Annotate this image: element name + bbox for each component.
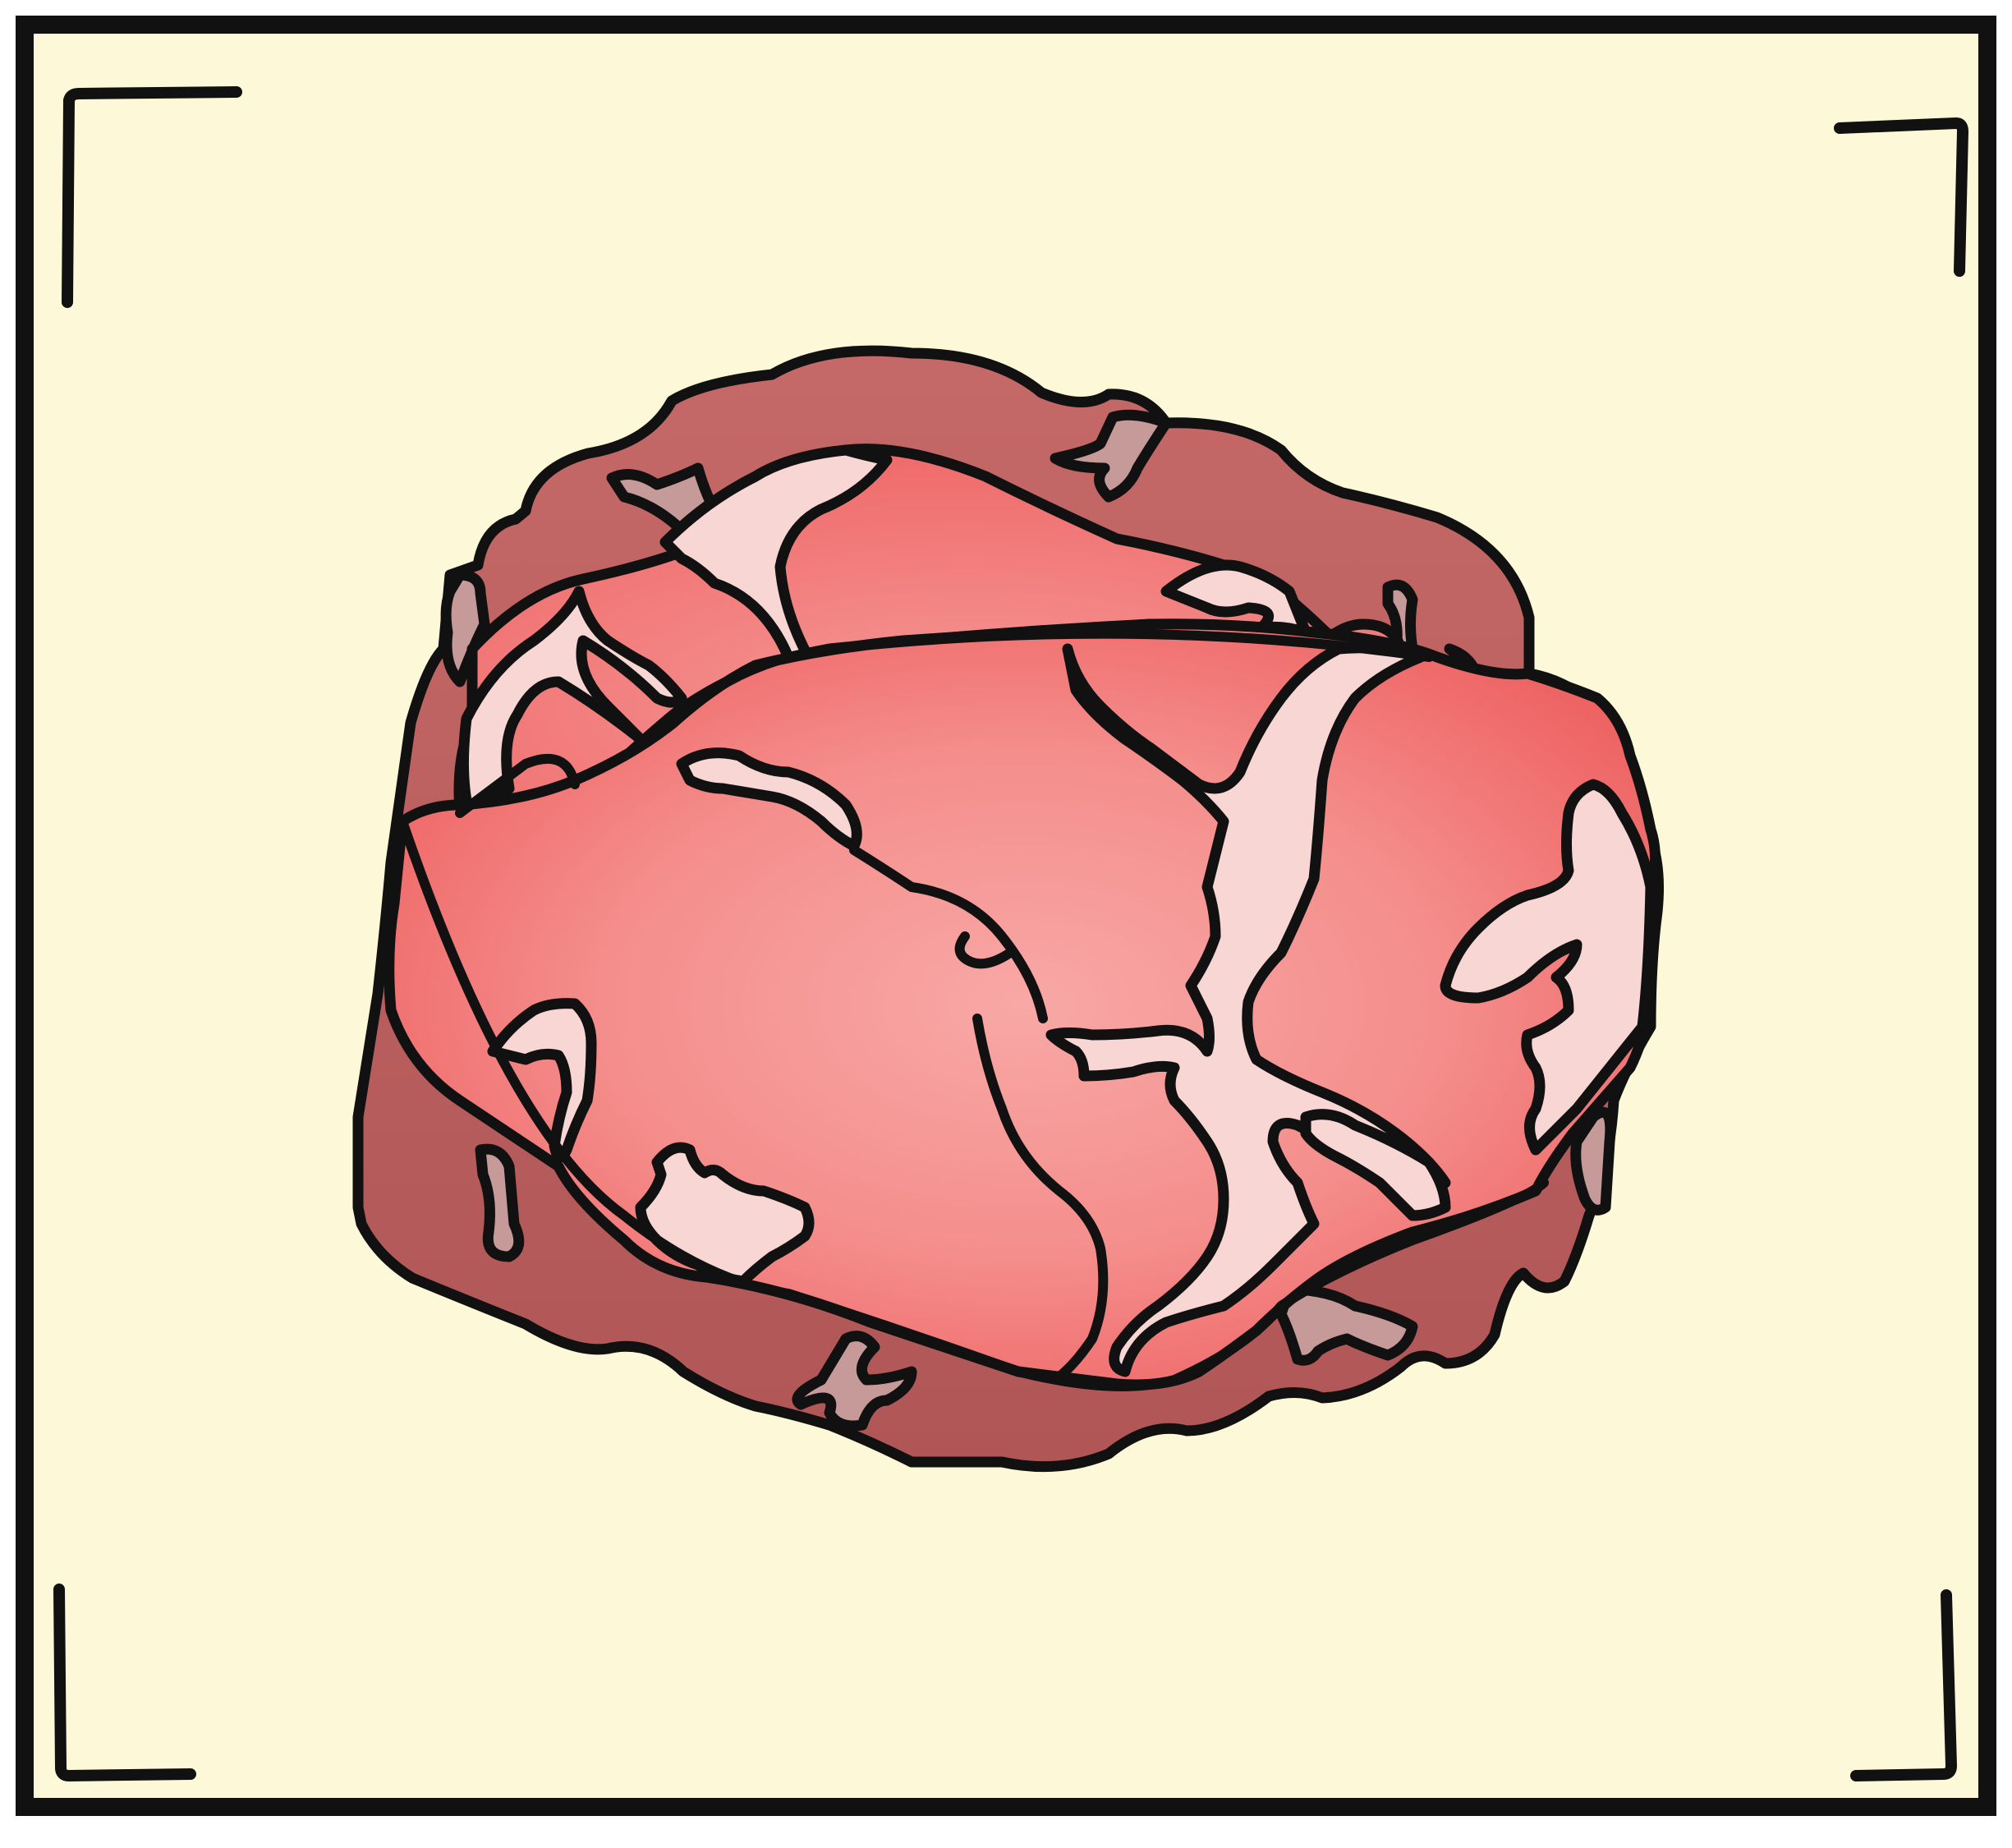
top-fat-right xyxy=(1440,779,1656,1156)
side-fat-8 xyxy=(1275,1284,1418,1366)
side-fat-7 xyxy=(792,1331,917,1432)
bottom-right-bracket xyxy=(1850,1589,1957,1781)
side-fat-3 xyxy=(440,569,490,687)
side-fat-5 xyxy=(475,1143,525,1262)
meat-outline-strokes xyxy=(397,628,1549,1391)
top-fat-left-hook xyxy=(487,998,597,1163)
side-fat-4 xyxy=(1382,579,1418,655)
top-right-bracket xyxy=(1834,117,1968,277)
top-fat-bottom-right xyxy=(1300,1109,1451,1221)
bottom-left-bracket xyxy=(53,1584,196,1781)
top-left-bracket xyxy=(62,86,242,308)
side-fat-6 xyxy=(1570,1106,1616,1216)
top-fat-center-vein xyxy=(1045,642,1451,1377)
side-fat-2 xyxy=(1050,409,1172,503)
back-fat-center xyxy=(659,444,893,671)
corner-brackets xyxy=(53,86,1968,1781)
